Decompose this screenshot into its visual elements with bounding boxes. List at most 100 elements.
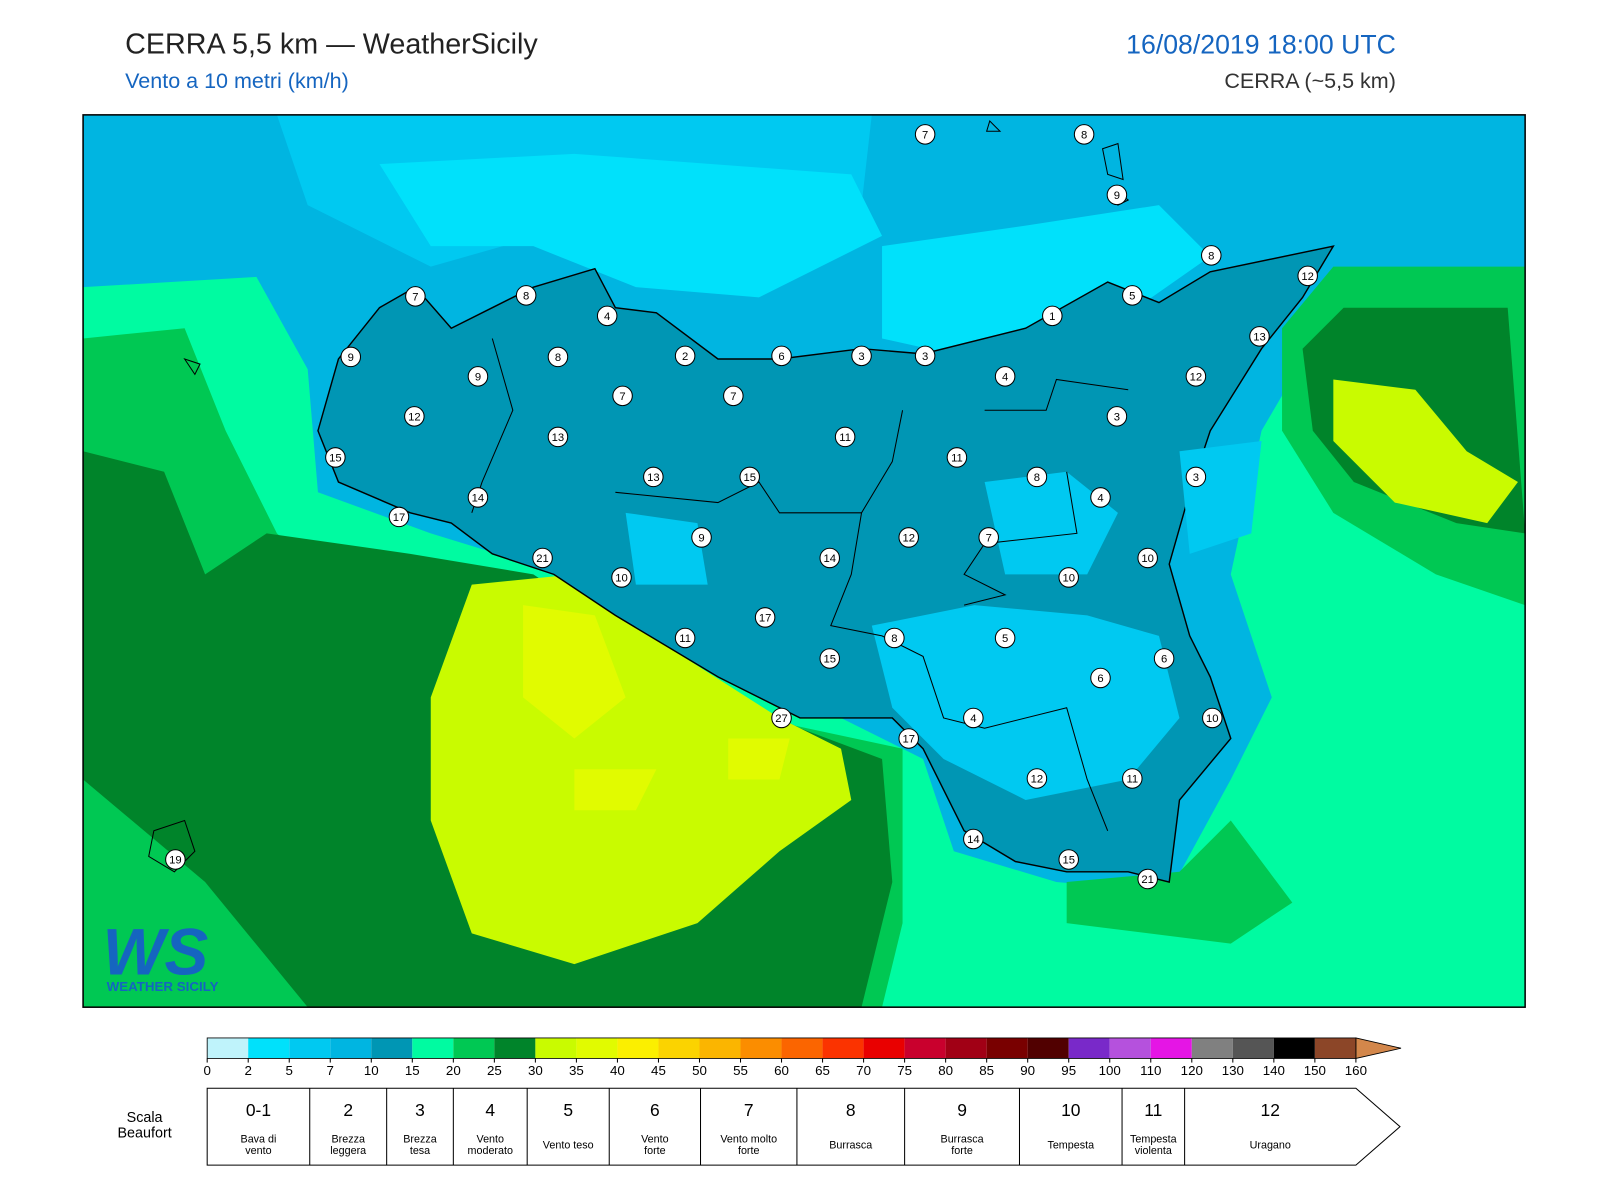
station-marker xyxy=(1202,707,1223,729)
station-value: 12 xyxy=(1031,774,1044,786)
colorbar-bin xyxy=(494,1037,536,1059)
colorbar-bin xyxy=(617,1037,659,1059)
colorbar-tick-label: 40 xyxy=(610,1063,625,1078)
station-marker xyxy=(532,547,553,569)
colorbar-bin xyxy=(1273,1037,1315,1059)
station-marker xyxy=(1137,868,1158,890)
station-value: 6 xyxy=(778,351,784,363)
station-marker xyxy=(1042,305,1063,327)
station-marker xyxy=(674,345,696,367)
colorbar-tick-label: 85 xyxy=(979,1063,994,1078)
station-value: 6 xyxy=(1161,654,1167,666)
station-marker xyxy=(819,648,840,669)
colorbar-tick-label: 120 xyxy=(1181,1063,1203,1078)
station-value: 8 xyxy=(891,633,897,645)
colorbar-bin xyxy=(1109,1037,1151,1059)
station-marker xyxy=(388,506,410,528)
colorbar-tick-label: 10 xyxy=(364,1063,379,1078)
colorbar-tick-label: 15 xyxy=(405,1063,420,1078)
beaufort-desc: Vento xyxy=(641,1134,669,1146)
station-marker xyxy=(946,447,968,468)
beaufort-desc: Brezza xyxy=(403,1134,436,1146)
station-value: 3 xyxy=(858,351,864,363)
station-value: 10 xyxy=(615,573,628,585)
station-value: 11 xyxy=(951,453,963,465)
colorbar-bin xyxy=(330,1037,372,1059)
beaufort-desc: Vento teso xyxy=(543,1140,594,1152)
beaufort-desc: leggera xyxy=(330,1145,366,1157)
beaufort-desc: Brezza xyxy=(331,1134,364,1146)
field xyxy=(1333,379,1518,524)
beaufort-force: 10 xyxy=(1061,1100,1081,1120)
station-value: 12 xyxy=(1301,271,1314,283)
station-value: 15 xyxy=(329,453,342,465)
station-value: 7 xyxy=(412,292,418,304)
station-value: 9 xyxy=(1114,190,1120,202)
station-marker xyxy=(898,527,919,548)
colorbar-bin xyxy=(945,1037,987,1059)
station-value: 8 xyxy=(1081,129,1087,141)
colorbar-tick-label: 90 xyxy=(1020,1063,1035,1078)
station-value: 3 xyxy=(1114,412,1120,424)
colorbar-tick-label: 75 xyxy=(897,1063,912,1078)
field xyxy=(523,605,790,811)
beaufort-title: Beaufort xyxy=(117,1125,171,1141)
station-value: 8 xyxy=(555,352,561,364)
station-value: 10 xyxy=(1062,573,1075,585)
beaufort-desc: Burrasca xyxy=(941,1134,984,1146)
station-value: 4 xyxy=(604,311,610,323)
station-value: 7 xyxy=(619,391,625,403)
colorbar-bin xyxy=(248,1037,290,1059)
station-value: 13 xyxy=(1253,332,1266,344)
station-marker xyxy=(1185,466,1207,488)
beaufort-title: Scala xyxy=(127,1110,163,1126)
beaufort-force: 4 xyxy=(485,1100,495,1120)
colorbar-tick-label: 20 xyxy=(446,1063,461,1078)
station-value: 7 xyxy=(986,533,992,545)
station-marker xyxy=(771,707,792,729)
station-marker xyxy=(1026,466,1048,488)
colorbar-bin xyxy=(576,1037,618,1059)
colorbar-bin xyxy=(1068,1037,1110,1059)
station-marker xyxy=(1122,768,1143,789)
beaufort-desc: violenta xyxy=(1135,1145,1172,1157)
colorbar-tick-label: 100 xyxy=(1099,1063,1121,1078)
station-marker xyxy=(994,366,1016,387)
station-marker xyxy=(405,286,426,307)
model: CERRA (~5,5 km) xyxy=(1224,69,1396,93)
beaufort-desc: vento xyxy=(245,1145,271,1157)
colorbar-bin xyxy=(207,1037,249,1059)
beaufort-force: 3 xyxy=(415,1100,425,1120)
station-marker xyxy=(547,426,569,448)
station-value: 17 xyxy=(393,512,406,524)
station-value: 10 xyxy=(1206,713,1219,725)
station-marker xyxy=(1058,567,1079,588)
colorbar-bin xyxy=(412,1037,454,1059)
beaufort-desc: Bava di xyxy=(241,1134,277,1146)
station-value: 4 xyxy=(1097,493,1103,505)
field xyxy=(871,605,1180,800)
station-marker xyxy=(674,627,696,649)
title: CERRA 5,5 km — WeatherSicily xyxy=(125,28,538,60)
station-value: 8 xyxy=(523,290,529,302)
station-value: 17 xyxy=(902,734,915,746)
beaufort-force: 2 xyxy=(343,1100,353,1120)
colorbar-tick-label: 70 xyxy=(856,1063,871,1078)
logo-mark: WS xyxy=(103,915,209,988)
station-value: 11 xyxy=(1126,774,1138,786)
station-value: 5 xyxy=(1129,290,1135,302)
colorbar-bin xyxy=(699,1037,741,1059)
station-value: 8 xyxy=(1208,250,1214,262)
station-value: 27 xyxy=(775,713,788,725)
station-value: 12 xyxy=(1190,372,1203,384)
station-value: 8 xyxy=(1034,472,1040,484)
colorbar-bin xyxy=(1150,1037,1192,1059)
colorbar-bin xyxy=(1314,1037,1356,1059)
station-marker xyxy=(340,346,362,368)
beaufort-desc: Vento xyxy=(477,1134,505,1146)
colorbar-tick-label: 110 xyxy=(1140,1063,1161,1078)
beaufort-desc: moderato xyxy=(468,1145,513,1157)
colorbar-tick-label: 30 xyxy=(528,1063,543,1078)
